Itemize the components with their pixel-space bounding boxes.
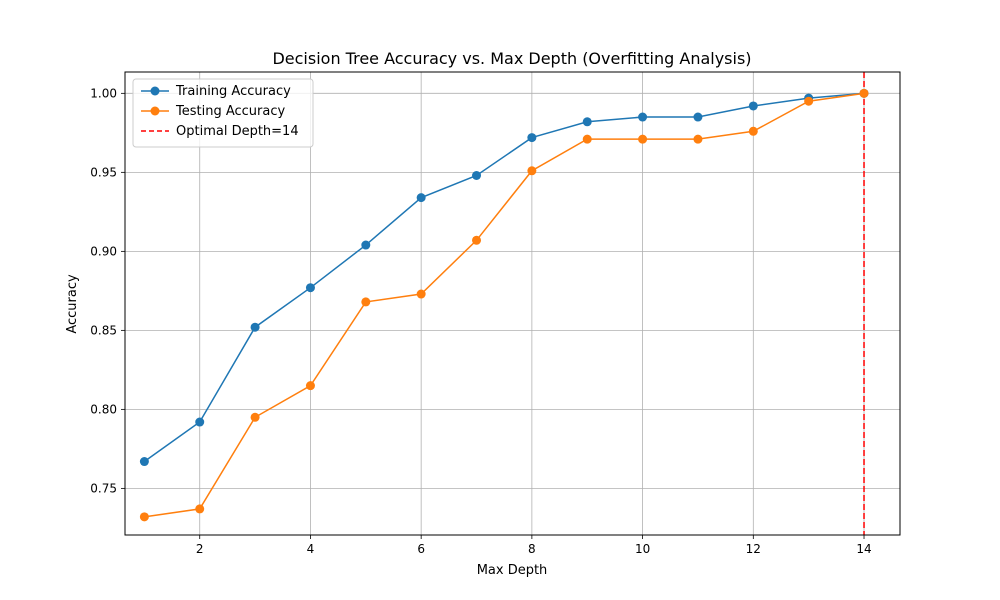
x-tick-label: 14 bbox=[856, 542, 871, 556]
data-point-testing bbox=[693, 134, 703, 144]
data-point-testing bbox=[859, 88, 869, 98]
plot-frame bbox=[124, 71, 901, 536]
series-line-testing bbox=[144, 92, 865, 518]
y-tick-label: 0.80 bbox=[90, 402, 117, 416]
data-point-testing bbox=[638, 134, 648, 144]
data-point-testing bbox=[582, 134, 592, 144]
data-point-training bbox=[416, 193, 426, 203]
x-tick-label: 12 bbox=[746, 542, 761, 556]
data-point-training bbox=[305, 283, 315, 293]
y-tick-label: 0.75 bbox=[90, 481, 117, 495]
y-tick-label: 0.85 bbox=[90, 323, 117, 337]
data-point-training bbox=[748, 101, 758, 111]
y-axis-label: Accuracy bbox=[65, 274, 80, 334]
x-tick-label: 8 bbox=[528, 542, 536, 556]
data-point-training bbox=[472, 171, 482, 181]
data-point-testing bbox=[472, 235, 482, 245]
data-point-training bbox=[195, 417, 205, 427]
chart-title: Decision Tree Accuracy vs. Max Depth (Ov… bbox=[272, 49, 751, 68]
data-point-testing bbox=[416, 289, 426, 299]
data-point-training bbox=[250, 322, 260, 332]
x-tick-label: 6 bbox=[417, 542, 425, 556]
y-tick-label: 1.00 bbox=[90, 86, 117, 100]
x-tick-label: 4 bbox=[307, 542, 315, 556]
legend: Training Accuracy Testing Accuracy Optim… bbox=[132, 78, 314, 148]
data-point-testing bbox=[748, 126, 758, 136]
data-point-training bbox=[361, 240, 371, 250]
series-layer bbox=[139, 88, 869, 522]
data-point-training bbox=[582, 117, 592, 127]
y-tick-label: 0.95 bbox=[90, 165, 117, 179]
grid-layer bbox=[125, 72, 900, 535]
data-point-testing bbox=[195, 504, 205, 514]
data-point-testing bbox=[361, 297, 371, 307]
y-ticks: 0.75 0.80 0.85 0.90 0.95 1.00 bbox=[90, 86, 125, 495]
y-tick-label: 0.90 bbox=[90, 244, 117, 258]
legend-label-training: Training Accuracy bbox=[175, 84, 291, 99]
data-point-testing bbox=[305, 381, 315, 391]
data-point-testing bbox=[250, 412, 260, 422]
x-ticks: 2 4 6 8 10 12 14 bbox=[196, 535, 872, 556]
data-point-testing bbox=[527, 166, 537, 176]
data-point-testing bbox=[139, 512, 149, 522]
data-point-training bbox=[139, 457, 149, 467]
legend-marker-training bbox=[150, 86, 160, 96]
data-point-training bbox=[693, 112, 703, 122]
legend-box bbox=[132, 78, 314, 148]
data-point-training bbox=[638, 112, 648, 122]
legend-label-testing: Testing Accuracy bbox=[175, 104, 285, 119]
legend-marker-testing bbox=[150, 106, 160, 116]
series-line-training bbox=[143, 92, 865, 463]
x-axis-label: Max Depth bbox=[477, 563, 548, 578]
data-point-testing bbox=[804, 96, 814, 106]
x-tick-label: 2 bbox=[196, 542, 204, 556]
data-point-training bbox=[527, 133, 537, 143]
legend-label-optimal: Optimal Depth=14 bbox=[176, 124, 299, 139]
x-tick-label: 10 bbox=[635, 542, 650, 556]
